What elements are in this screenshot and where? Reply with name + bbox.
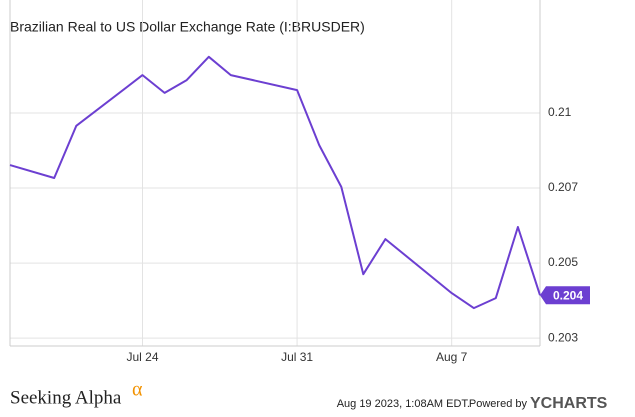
- line-series: [9, 55, 541, 310]
- brand-mark: α: [132, 379, 143, 401]
- powered-by: Powered by: [469, 398, 528, 410]
- y-tick-label: 0.203: [548, 330, 578, 344]
- value-label: 0.204: [553, 288, 583, 302]
- timestamp: Aug 19 2023, 1:08AM EDT.: [337, 398, 470, 410]
- y-tick-label: 0.205: [548, 255, 578, 269]
- chart-title: Brazilian Real to US Dollar Exchange Rat…: [10, 19, 365, 35]
- x-tick-label: Jul 31: [281, 350, 313, 364]
- provider: YCHARTS: [530, 395, 608, 412]
- value-label-box: [540, 286, 590, 305]
- y-tick-label: 0.207: [548, 180, 578, 194]
- x-tick-label: Jul 24: [126, 350, 158, 364]
- brand: Seeking Alpha: [10, 387, 122, 408]
- y-tick-label: 0.21: [548, 105, 572, 119]
- x-tick-label: Aug 7: [436, 350, 468, 364]
